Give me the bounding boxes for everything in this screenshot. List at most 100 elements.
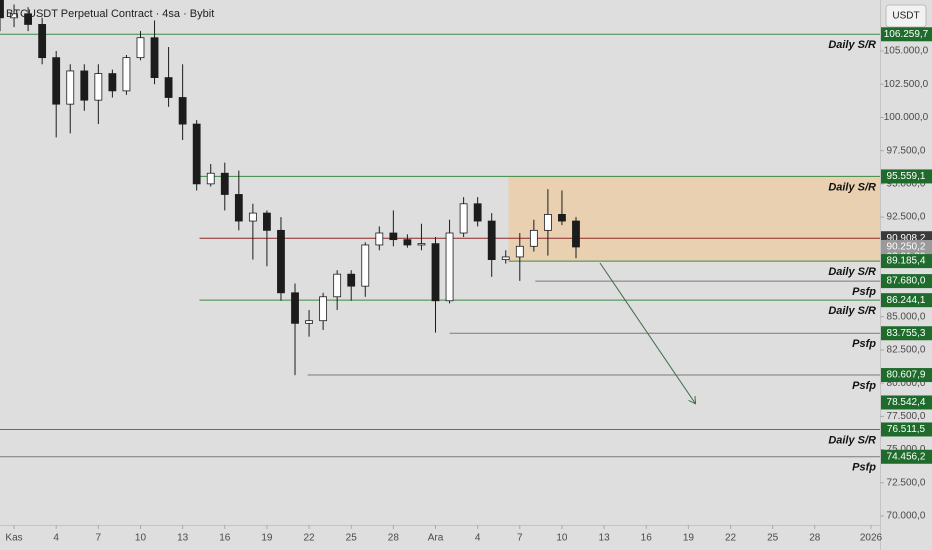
x-tick-label: Kas [5, 533, 22, 544]
candle-body [501, 256, 510, 260]
x-tick-label: 22 [725, 533, 737, 544]
candle-body [319, 296, 328, 322]
candle-body [333, 273, 342, 298]
level-note: Psfp [852, 380, 876, 392]
level-note: Daily S/R [828, 39, 876, 51]
level-note: Psfp [852, 462, 876, 474]
price-label-bg [881, 395, 932, 410]
price-label: 90.908,2 [887, 233, 926, 244]
currency-button[interactable] [885, 4, 927, 28]
axes: 70.000,0 72.500,0 75.000,0 77.500,0 80.000,0… [5, 27, 932, 544]
y-tick-label: 97.500,0 [887, 145, 926, 156]
candle-body [80, 70, 89, 101]
price-label: 74.456,2 [887, 451, 926, 462]
candle-body [136, 37, 145, 59]
candle-body [206, 172, 215, 185]
price-label: 76.511,5 [887, 424, 926, 435]
candle-body [220, 172, 229, 195]
level-note: Daily S/R [828, 181, 876, 193]
candle-body [572, 220, 580, 248]
price-label-bg [881, 293, 932, 308]
price-label: 89.185,4 [887, 256, 926, 267]
price-label: 90.250,2 [887, 242, 926, 253]
x-tick-label: 2026 [860, 533, 883, 544]
candle-body [164, 77, 173, 98]
candle-body [417, 243, 426, 246]
candle-body [515, 245, 524, 258]
x-tick-label: 22 [304, 533, 316, 544]
price-label-bg [881, 169, 932, 184]
price-label-bg [881, 449, 932, 464]
y-tick-label: 82.500,0 [887, 345, 926, 356]
y-tick-label: 102.500,0 [884, 79, 929, 90]
price-label-bg [881, 27, 932, 42]
candle-body [122, 57, 131, 92]
x-tick-label: 4 [475, 533, 481, 544]
candle-body [361, 244, 370, 287]
x-tick-label: 7 [96, 533, 102, 544]
candle-body [389, 232, 398, 241]
candle-body [375, 232, 384, 246]
price-label-bg [881, 274, 932, 289]
price-label-bg [881, 368, 932, 383]
candle-body [431, 243, 440, 302]
x-tick-label: 19 [683, 533, 695, 544]
candle-body [24, 13, 32, 25]
candle-body [178, 97, 187, 125]
candle-body [558, 214, 566, 222]
price-label-bg [881, 326, 932, 341]
chart-title: BTCUSDT Perpetual Contract · 4sa · Bybit [6, 8, 214, 20]
level-note: Daily S/R [828, 266, 876, 278]
y-tick-label: 72.500,0 [887, 477, 926, 488]
y-tick-label: 77.500,0 [887, 411, 926, 422]
currency-button-label[interactable]: USDT [892, 11, 919, 22]
y-tick-label: 85.000,0 [887, 311, 926, 322]
x-tick-label: 19 [261, 533, 273, 544]
projection-arrow [599, 262, 695, 403]
x-tick-label: 25 [346, 533, 358, 544]
x-tick-label: Ara [428, 533, 444, 544]
x-tick-label: 28 [809, 533, 821, 544]
candle-body [66, 70, 75, 105]
price-label-bg [881, 422, 932, 437]
price-label: 95.559,1 [887, 171, 926, 182]
x-tick-label: 25 [767, 533, 779, 544]
y-tick-label: 80.000,0 [887, 378, 926, 389]
price-label: 83.755,3 [887, 328, 926, 339]
price-label: 78.542,4 [887, 397, 926, 408]
candle-body [445, 232, 454, 302]
price-label: 86.244,1 [887, 295, 926, 306]
candle-body [529, 229, 538, 247]
candle-body [543, 214, 552, 231]
x-tick-label: 7 [517, 533, 523, 544]
price-label-bg [881, 254, 932, 269]
x-tick-label: 4 [53, 533, 59, 544]
y-tick-label: 75.000,0 [887, 444, 926, 455]
candle-body [263, 212, 271, 231]
level-note: Daily S/R [828, 305, 876, 317]
candle-body [108, 73, 117, 92]
y-tick-label: 92.500,0 [887, 212, 926, 223]
candle-body [473, 203, 482, 222]
price-label: 80.607,9 [887, 370, 926, 381]
price-label: 106.259,7 [884, 29, 929, 40]
x-tick-label: 16 [641, 533, 653, 544]
level-note: Psfp [852, 286, 876, 298]
x-tick-label: 10 [556, 533, 568, 544]
candle-body [10, 13, 18, 19]
price-label: 87.680,0 [887, 276, 926, 287]
y-tick-label: 70.000,0 [887, 511, 926, 522]
candle-body [403, 239, 412, 246]
x-tick-label: 16 [219, 533, 231, 544]
candle-body [291, 292, 299, 324]
candle-body [487, 220, 496, 260]
x-tick-label: 10 [135, 533, 147, 544]
y-tick-label: 100.000,0 [884, 112, 929, 123]
candle-body [0, 0, 4, 19]
plot-area [0, 0, 880, 458]
level-note: Daily S/R [828, 434, 876, 446]
supply-zone [508, 176, 880, 262]
candle-body [347, 273, 356, 287]
candle-body [459, 203, 468, 234]
